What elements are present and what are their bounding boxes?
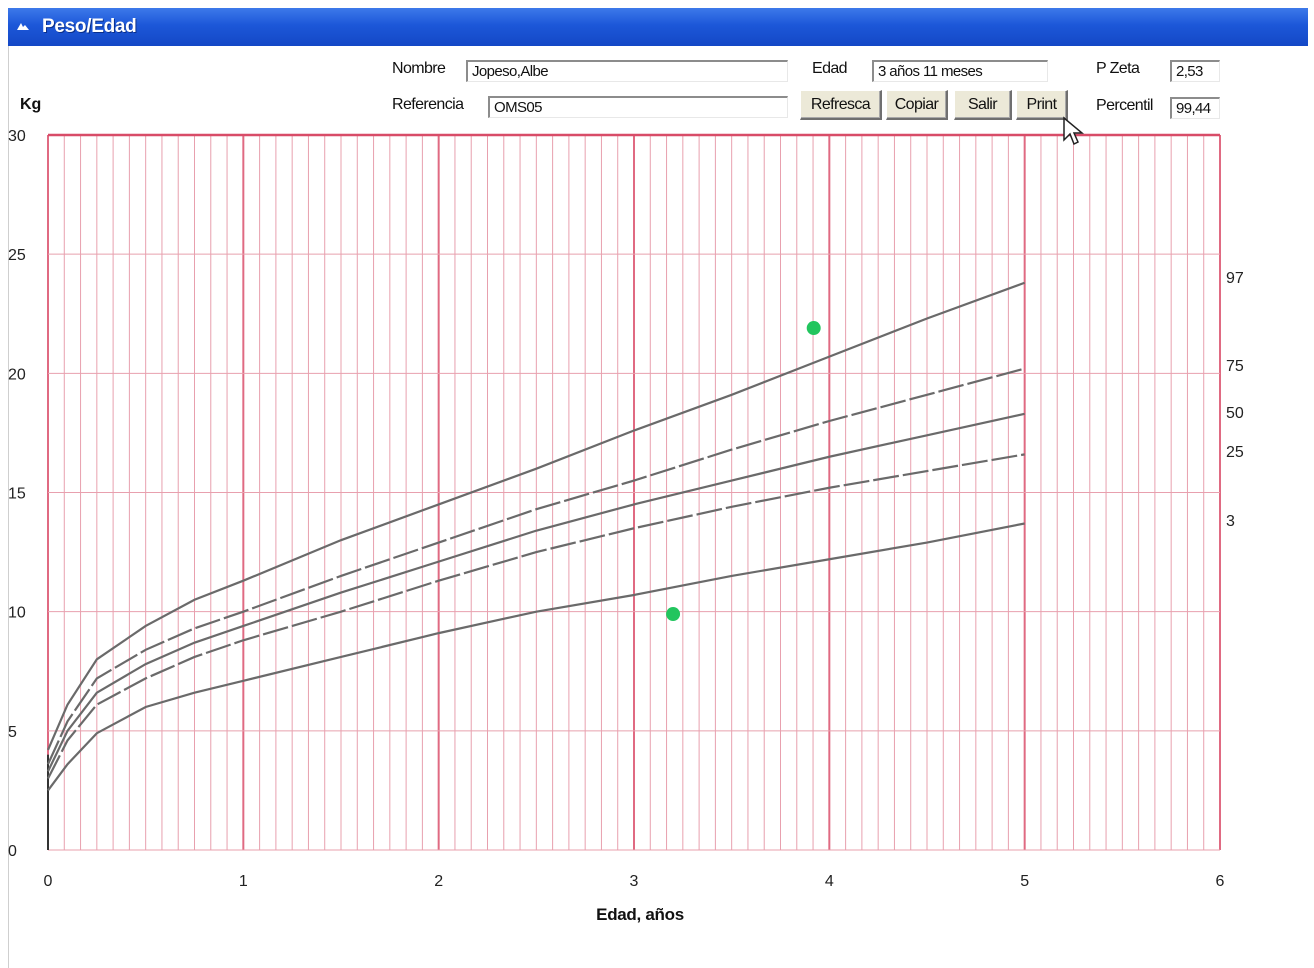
- percentile-line-25: [47, 453, 1025, 780]
- x-tick-label: 5: [1020, 873, 1029, 890]
- percentile-label-97: 97: [1226, 270, 1244, 287]
- x-tick-label: 4: [825, 873, 834, 890]
- y-tick-label: 15: [8, 486, 26, 503]
- percentile-line-3: [47, 522, 1025, 792]
- y-tick-label: 5: [8, 724, 17, 741]
- patient-measurement-point: [666, 607, 681, 622]
- percentile-label-3: 3: [1226, 513, 1235, 530]
- copiar-button[interactable]: Copiar: [886, 90, 948, 120]
- refresca-button[interactable]: Refresca: [800, 90, 882, 120]
- window-frame-left: [0, 46, 9, 968]
- y-tick-label: 30: [8, 128, 26, 145]
- percentil-field[interactable]: 99,44: [1170, 97, 1220, 119]
- percentil-label: Percentil: [1096, 97, 1153, 114]
- window-icon: [17, 23, 29, 30]
- y-tick-label: 25: [8, 247, 26, 264]
- pzeta-label: P Zeta: [1096, 60, 1140, 77]
- percentile-line-97: [46, 281, 1026, 751]
- x-tick-label: 3: [630, 873, 639, 890]
- patient-measurement-point: [806, 321, 821, 336]
- mouse-pointer-icon: [1063, 116, 1085, 146]
- edad-label: Edad: [812, 60, 848, 77]
- percentile-line-75: [46, 367, 1025, 765]
- nombre-field[interactable]: Jopeso,Albe: [466, 60, 788, 82]
- title-bar[interactable]: Peso/Edad: [8, 8, 1308, 46]
- pzeta-field[interactable]: 2,53: [1170, 60, 1220, 82]
- percentile-line-50: [47, 412, 1025, 772]
- percentile-label-75: 75: [1226, 358, 1244, 375]
- x-tick-label: 1: [239, 873, 248, 890]
- y-tick-label: 0: [8, 843, 17, 860]
- referencia-field[interactable]: OMS05: [488, 96, 788, 118]
- x-axis-label: Edad, años: [596, 905, 684, 924]
- print-button[interactable]: Print: [1016, 90, 1068, 120]
- y-axis-label: Kg: [20, 96, 42, 113]
- x-tick-label: 2: [434, 873, 443, 890]
- nombre-label: Nombre: [392, 60, 446, 77]
- y-tick-label: 10: [8, 605, 26, 622]
- x-tick-label: 0: [44, 873, 53, 890]
- percentile-label-25: 25: [1226, 444, 1244, 461]
- edad-field[interactable]: 3 años 11 meses: [872, 60, 1048, 82]
- salir-button[interactable]: Salir: [954, 90, 1012, 120]
- y-tick-label: 20: [8, 366, 26, 383]
- window-title: Peso/Edad: [42, 16, 137, 37]
- percentile-label-50: 50: [1226, 405, 1244, 422]
- referencia-label: Referencia: [392, 96, 464, 113]
- x-tick-label: 6: [1216, 873, 1225, 890]
